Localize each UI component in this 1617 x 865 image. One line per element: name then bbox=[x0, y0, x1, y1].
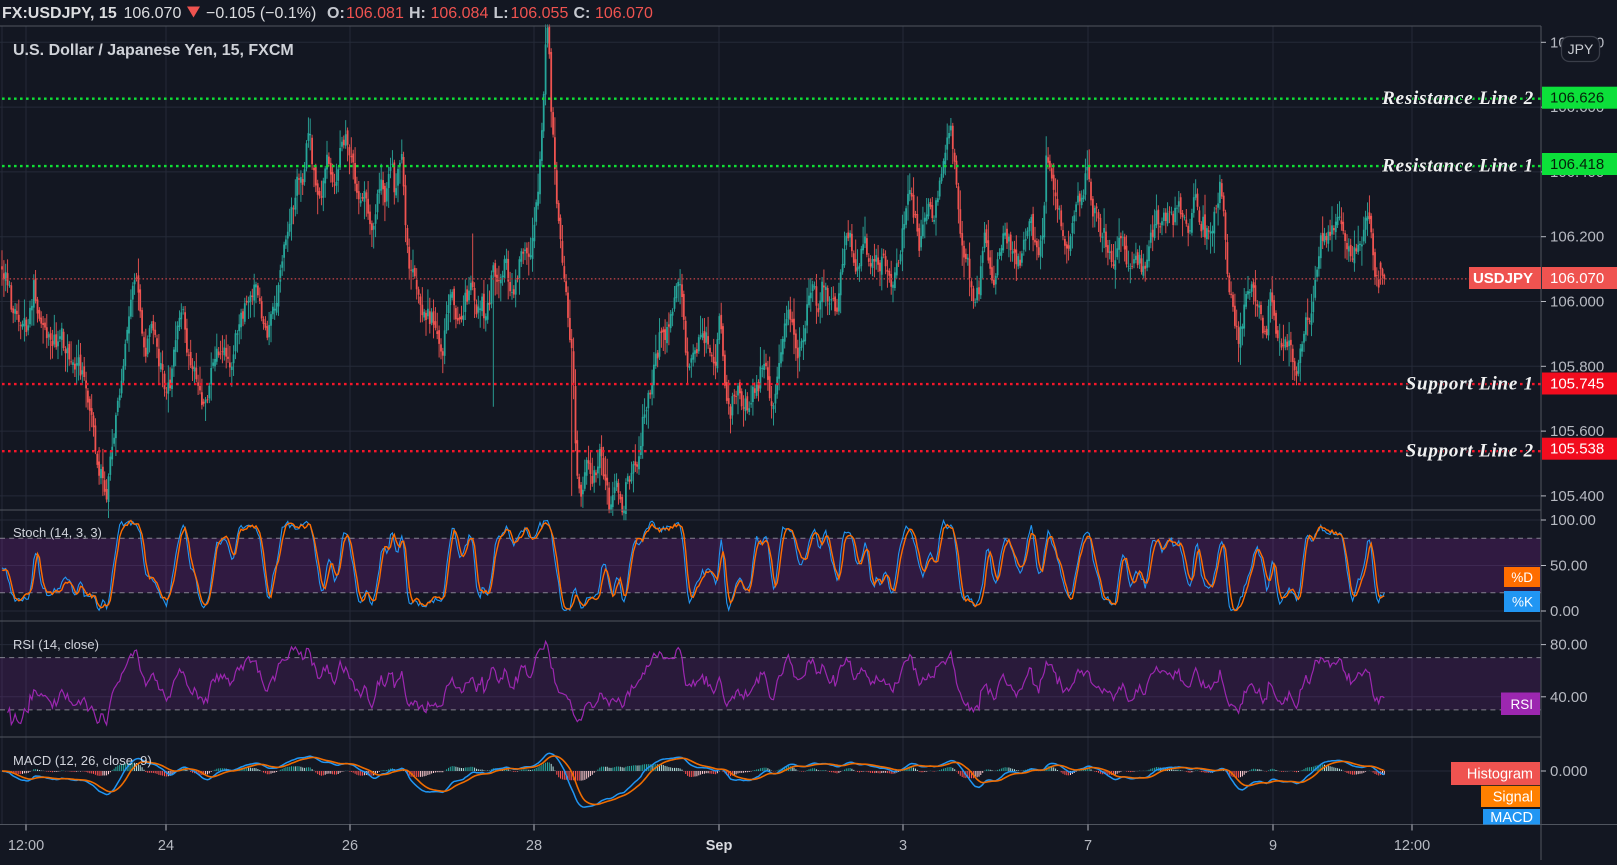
svg-text:106.070: 106.070 bbox=[1550, 270, 1604, 287]
svg-text:106.200: 106.200 bbox=[1550, 229, 1604, 246]
svg-text:L:: L: bbox=[494, 5, 509, 22]
svg-text:7: 7 bbox=[1084, 838, 1092, 854]
svg-text:3: 3 bbox=[899, 838, 907, 854]
svg-text:100.00: 100.00 bbox=[1550, 512, 1596, 529]
svg-text:105.800: 105.800 bbox=[1550, 358, 1604, 375]
svg-text:O:: O: bbox=[327, 5, 345, 22]
svg-text:0.00: 0.00 bbox=[1550, 603, 1579, 620]
svg-text:%K: %K bbox=[1512, 595, 1533, 610]
svg-text:Stoch (14, 3, 3): Stoch (14, 3, 3) bbox=[13, 525, 102, 540]
svg-text:MACD (12, 26, close, 9): MACD (12, 26, close, 9) bbox=[13, 753, 152, 768]
svg-text:105.745: 105.745 bbox=[1550, 376, 1604, 393]
svg-text:105.600: 105.600 bbox=[1550, 423, 1604, 440]
svg-text:USDJPY: USDJPY bbox=[1473, 270, 1533, 287]
svg-text:12:00: 12:00 bbox=[8, 838, 44, 854]
svg-text:Sep: Sep bbox=[706, 838, 733, 854]
svg-text:26: 26 bbox=[342, 838, 358, 854]
svg-text:0.000: 0.000 bbox=[1550, 763, 1588, 780]
svg-text:%D: %D bbox=[1511, 570, 1533, 585]
svg-text:Resistance Line 1: Resistance Line 1 bbox=[1381, 156, 1534, 177]
svg-text:H:: H: bbox=[409, 5, 426, 22]
svg-text:106.070: 106.070 bbox=[595, 5, 653, 22]
svg-text:C:: C: bbox=[574, 5, 591, 22]
svg-text:−0.105 (−0.1%): −0.105 (−0.1%) bbox=[206, 5, 316, 22]
svg-text:Signal: Signal bbox=[1493, 789, 1533, 805]
svg-text:28: 28 bbox=[526, 838, 542, 854]
svg-text:Resistance Line 2: Resistance Line 2 bbox=[1381, 88, 1534, 109]
svg-text:106.626: 106.626 bbox=[1550, 90, 1604, 107]
svg-text:JPY: JPY bbox=[1568, 41, 1594, 57]
svg-text:105.400: 105.400 bbox=[1550, 488, 1604, 505]
svg-text:40.00: 40.00 bbox=[1550, 689, 1588, 706]
svg-text:106.000: 106.000 bbox=[1550, 294, 1604, 311]
svg-text:80.00: 80.00 bbox=[1550, 637, 1588, 654]
svg-text:Histogram: Histogram bbox=[1467, 767, 1533, 783]
svg-text:106.070: 106.070 bbox=[124, 5, 182, 22]
svg-text:106.081: 106.081 bbox=[346, 5, 404, 22]
svg-text:FX:USDJPY, 15: FX:USDJPY, 15 bbox=[2, 5, 117, 22]
svg-text:Support Line 2: Support Line 2 bbox=[1406, 441, 1534, 462]
svg-text:105.538: 105.538 bbox=[1550, 441, 1604, 458]
svg-text:106.084: 106.084 bbox=[431, 5, 489, 22]
svg-text:106.055: 106.055 bbox=[511, 5, 569, 22]
svg-text:9: 9 bbox=[1269, 838, 1277, 854]
svg-text:106.418: 106.418 bbox=[1550, 156, 1604, 173]
svg-text:50.00: 50.00 bbox=[1550, 558, 1588, 575]
svg-text:Support Line 1: Support Line 1 bbox=[1406, 374, 1534, 395]
svg-text:MACD: MACD bbox=[1490, 810, 1533, 826]
svg-text:RSI (14, close): RSI (14, close) bbox=[13, 637, 99, 652]
svg-text:U.S. Dollar / Japanese Yen, 15: U.S. Dollar / Japanese Yen, 15, FXCM bbox=[13, 42, 294, 59]
svg-text:24: 24 bbox=[158, 838, 174, 854]
svg-text:RSI: RSI bbox=[1510, 697, 1533, 712]
svg-text:12:00: 12:00 bbox=[1394, 838, 1430, 854]
